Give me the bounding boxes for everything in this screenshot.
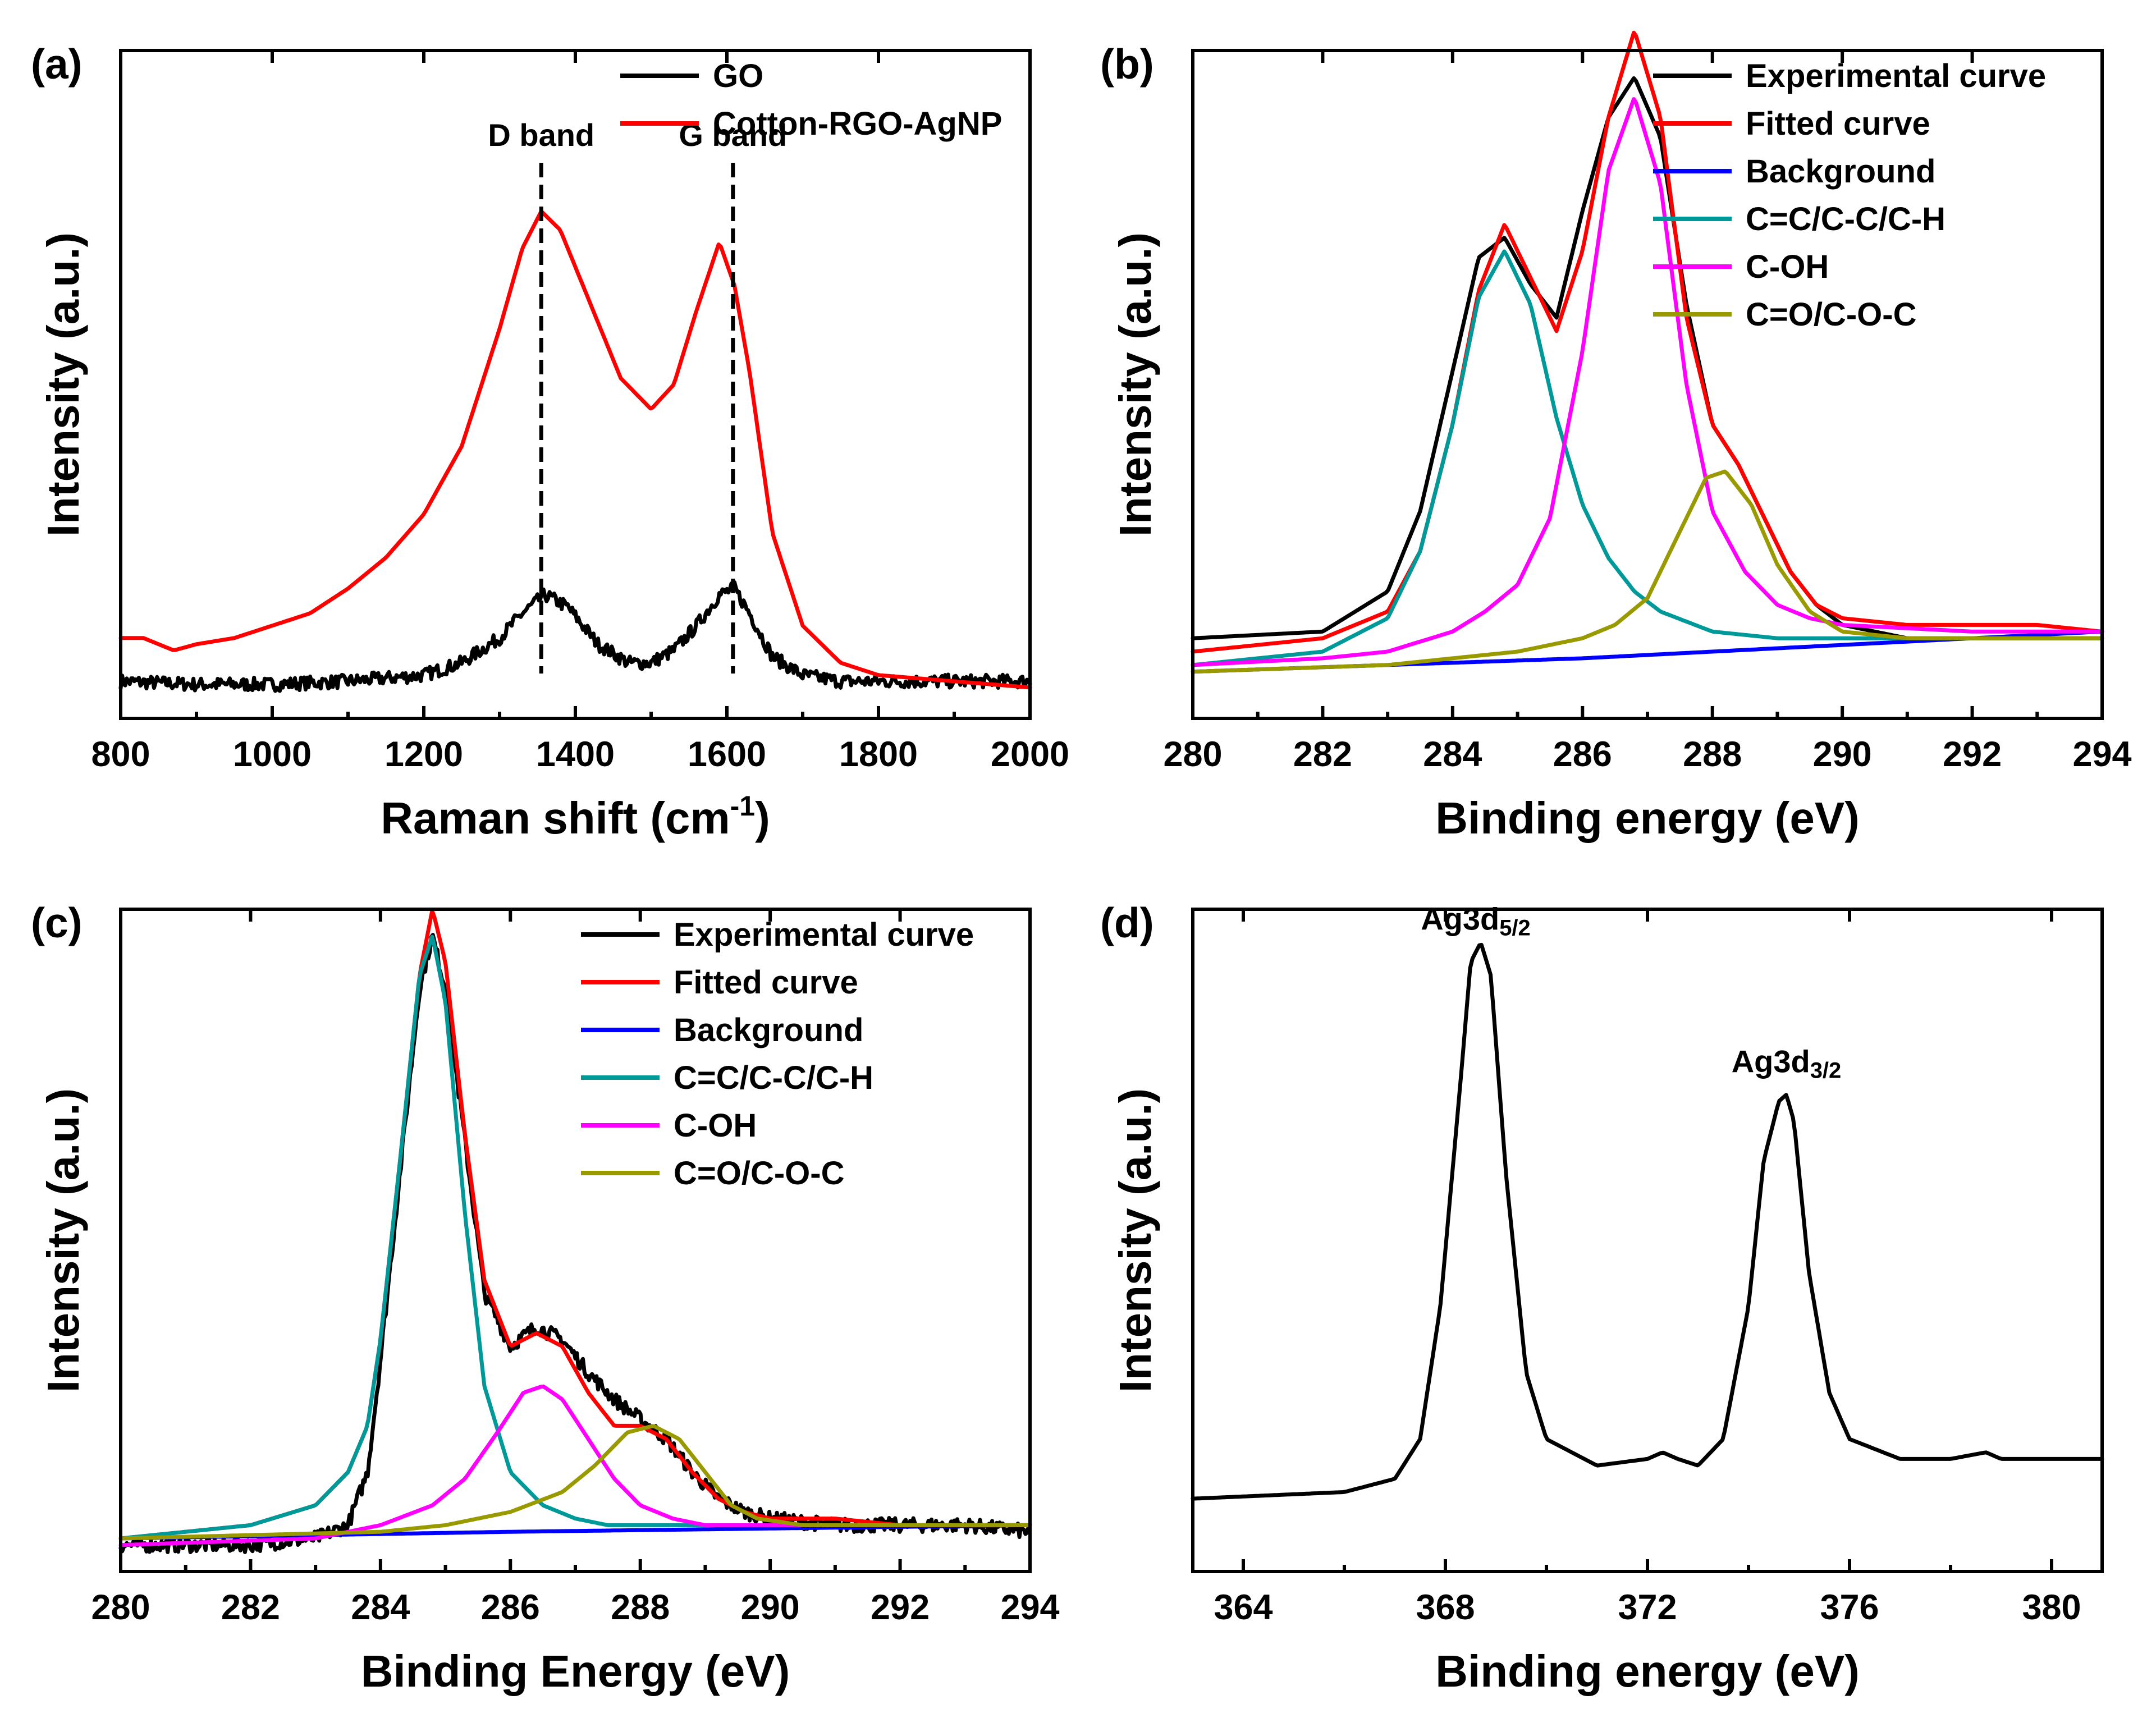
series-line-c-o-c-o-c (118, 1424, 1032, 1541)
peak-annotation-sub: 5/2 (1499, 916, 1531, 941)
legend-label: Background (674, 1012, 863, 1048)
x-tick-label: 292 (1943, 735, 2002, 774)
y-axis-title: Intensity (a.u.) (38, 232, 88, 537)
x-tick-label: 286 (481, 1588, 540, 1627)
peak-annotation-base: Ag3d (1732, 1043, 1810, 1079)
x-tick-label: 1400 (536, 735, 615, 774)
x-tick-label: 368 (1416, 1588, 1475, 1627)
x-tick-label: 280 (1163, 735, 1222, 774)
legend-label: Cotton-RGO-AgNP (713, 106, 1002, 142)
legend-label: Fitted curve (674, 964, 858, 1001)
x-tick-label: 294 (2072, 735, 2131, 774)
legend-label: GO (713, 58, 763, 94)
x-tick-label: 290 (741, 1588, 800, 1627)
x-tick-label: 288 (611, 1588, 670, 1627)
x-axis-title-sup: -1 (730, 790, 755, 822)
series-line-fitted-curve (118, 909, 1032, 1541)
series-line-experimental-curve (118, 933, 1032, 1554)
x-tick-label: 1200 (384, 735, 463, 774)
legend-label: C=O/C-O-C (674, 1155, 845, 1192)
x-axis-title: Binding Energy (eV) (361, 1646, 790, 1696)
peak-annotation-base: Ag3d (1421, 901, 1499, 937)
x-axis-title-main: Binding Energy (eV) (361, 1646, 790, 1696)
axes-frame (119, 908, 1032, 1573)
panel-label: (d) (1100, 899, 1154, 946)
x-tick-label: 1600 (688, 735, 766, 774)
legend-label: Experimental curve (1746, 58, 2046, 94)
series-line-go (118, 580, 1032, 693)
panel-c: (c) 280 282 284 286 288 290 292 294 Binding Energ… (31, 899, 1060, 1696)
x-tick-label: 280 (91, 1588, 150, 1627)
series-line-c-o-c-o-c (1191, 469, 2104, 674)
panel-label: (b) (1100, 40, 1154, 88)
y-axis-title: Intensity (a.u.) (38, 1088, 88, 1392)
series-line-ag3d (1191, 942, 2104, 1501)
legend-label: C=C/C-C/C-H (674, 1060, 873, 1096)
x-axis-title-main: Binding energy (eV) (1435, 1646, 1860, 1696)
legend-label: Experimental curve (674, 917, 974, 953)
x-tick-label: 1000 (233, 735, 312, 774)
x-axis-title: Binding energy (eV) (1435, 1646, 1860, 1696)
peak-annotation: Ag3d3/2 (1732, 1043, 1842, 1083)
series-line-cotton-rgo-agnp (118, 209, 1032, 690)
legend-label: C=O/C-O-C (1746, 296, 1917, 333)
x-tick-label: 290 (1813, 735, 1872, 774)
x-tick-label: 1800 (839, 735, 918, 774)
series-line-c-oh (1191, 97, 2104, 667)
x-tick-label: 288 (1683, 735, 1742, 774)
legend-label: C-OH (1746, 249, 1829, 285)
x-tick-label: 372 (1618, 1588, 1677, 1627)
series-line-c-c-c-c-c-h (118, 934, 1032, 1541)
x-tick-label: 294 (1000, 1588, 1059, 1627)
legend-label: Background (1746, 153, 1935, 190)
series-line-experimental-curve (1191, 76, 2104, 640)
x-axis-title: Binding energy (eV) (1435, 793, 1860, 843)
legend-label: Fitted curve (1746, 106, 1930, 142)
series-line-c-c-c-c-c-h (1191, 249, 2104, 667)
x-tick-label: 286 (1553, 735, 1612, 774)
y-axis-title: Intensity (a.u.) (1110, 232, 1160, 537)
x-tick-label: 380 (2022, 1588, 2081, 1627)
x-tick-label: 282 (221, 1588, 280, 1627)
panel-b: (b) 280 282 284 286 288 290 292 294 Binding energ… (1100, 30, 2132, 843)
x-axis-title: Raman shift (cm-1) (381, 790, 770, 843)
x-tick-label: 282 (1293, 735, 1352, 774)
x-axis-title-main: Raman shift (cm (381, 793, 730, 843)
peak-annotation-sub: 3/2 (1810, 1058, 1842, 1083)
x-tick-label: 2000 (991, 735, 1069, 774)
x-tick-label: 292 (871, 1588, 930, 1627)
x-axis-title-main: Binding energy (eV) (1435, 793, 1860, 843)
panel-label: (a) (31, 40, 83, 88)
axes-frame (1191, 49, 2104, 720)
panel-label: (c) (31, 899, 83, 946)
x-tick-label: 284 (1423, 735, 1482, 774)
axes-frame (1191, 908, 2104, 1573)
legend-label: C-OH (674, 1107, 757, 1144)
legend-label: C=C/C-C/C-H (1746, 201, 1946, 237)
x-tick-label: 364 (1214, 1588, 1272, 1627)
x-axis-title-tail: ) (755, 793, 770, 843)
x-tick-label: 376 (1820, 1588, 1879, 1627)
band-label: D band (488, 117, 594, 153)
x-tick-label: 284 (351, 1588, 410, 1627)
series-line-fitted-curve (1191, 30, 2104, 654)
peak-annotation: Ag3d5/2 (1421, 901, 1531, 941)
y-axis-title: Intensity (a.u.) (1110, 1088, 1160, 1392)
x-tick-label: 800 (91, 735, 150, 774)
